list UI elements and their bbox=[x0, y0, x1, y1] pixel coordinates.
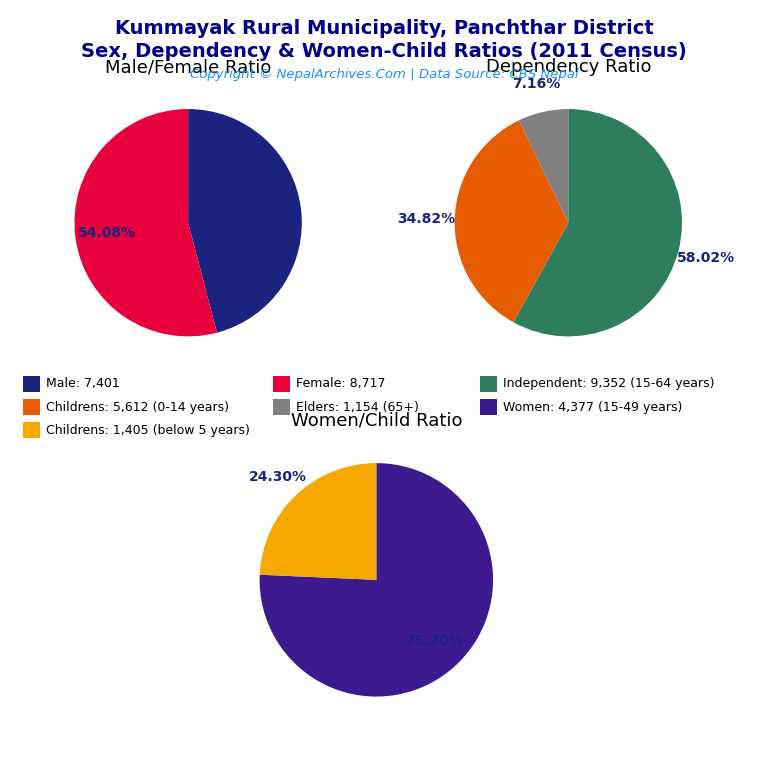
Text: 75.70%: 75.70% bbox=[406, 634, 463, 647]
Text: Female: 8,717: Female: 8,717 bbox=[296, 378, 386, 390]
Text: Sex, Dependency & Women-Child Ratios (2011 Census): Sex, Dependency & Women-Child Ratios (20… bbox=[81, 42, 687, 61]
Wedge shape bbox=[514, 109, 682, 336]
Text: 58.02%: 58.02% bbox=[677, 251, 735, 265]
Title: Dependency Ratio: Dependency Ratio bbox=[485, 58, 651, 76]
Wedge shape bbox=[519, 109, 568, 223]
Title: Women/Child Ratio: Women/Child Ratio bbox=[290, 412, 462, 429]
Text: 45.92%: 45.92% bbox=[240, 205, 299, 219]
Text: 24.30%: 24.30% bbox=[249, 470, 307, 484]
Wedge shape bbox=[260, 463, 493, 697]
Text: 7.16%: 7.16% bbox=[512, 78, 561, 91]
Wedge shape bbox=[74, 109, 217, 336]
Wedge shape bbox=[260, 463, 376, 580]
Title: Male/Female Ratio: Male/Female Ratio bbox=[105, 58, 271, 76]
Wedge shape bbox=[188, 109, 302, 333]
Text: Copyright © NepalArchives.Com | Data Source: CBS Nepal: Copyright © NepalArchives.Com | Data Sou… bbox=[190, 68, 578, 81]
Text: 54.08%: 54.08% bbox=[78, 227, 136, 240]
Text: Male: 7,401: Male: 7,401 bbox=[46, 378, 120, 390]
Text: Women: 4,377 (15-49 years): Women: 4,377 (15-49 years) bbox=[503, 401, 683, 413]
Text: 34.82%: 34.82% bbox=[397, 212, 455, 226]
Text: Childrens: 5,612 (0-14 years): Childrens: 5,612 (0-14 years) bbox=[46, 401, 229, 413]
Text: Independent: 9,352 (15-64 years): Independent: 9,352 (15-64 years) bbox=[503, 378, 714, 390]
Text: Elders: 1,154 (65+): Elders: 1,154 (65+) bbox=[296, 401, 419, 413]
Text: Childrens: 1,405 (below 5 years): Childrens: 1,405 (below 5 years) bbox=[46, 424, 250, 436]
Text: Kummayak Rural Municipality, Panchthar District: Kummayak Rural Municipality, Panchthar D… bbox=[114, 19, 654, 38]
Wedge shape bbox=[455, 121, 568, 323]
